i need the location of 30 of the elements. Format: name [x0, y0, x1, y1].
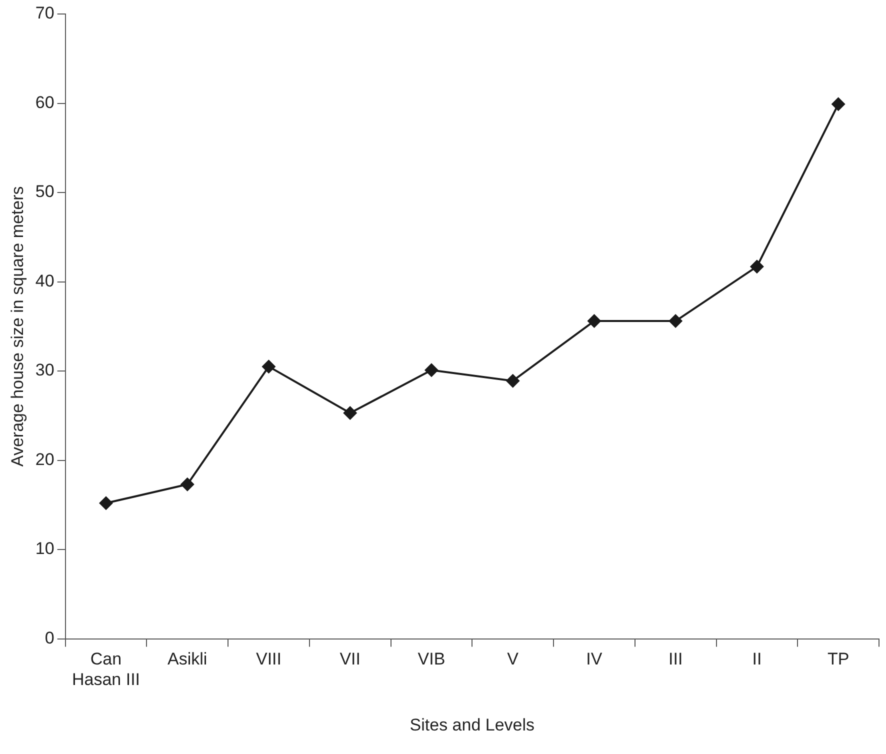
y-tick-label: 20 — [35, 450, 54, 469]
point — [831, 97, 846, 112]
point — [343, 406, 358, 420]
y-tick-label: 70 — [35, 4, 54, 23]
x-tick-label: II — [752, 650, 762, 669]
x-tick-label: VIB — [418, 650, 446, 669]
x-tick-label: VIII — [256, 650, 282, 669]
point — [98, 496, 113, 510]
y-tick-label: 0 — [44, 628, 54, 648]
x-tick-label: V — [507, 650, 520, 669]
x-tick-label: TP — [827, 650, 850, 669]
point — [750, 260, 764, 274]
y-axis-title: Average house size in square meters — [8, 186, 27, 467]
y-tick-label: 30 — [35, 360, 54, 380]
x-tick-label: Asikli — [168, 650, 208, 669]
point — [668, 314, 683, 328]
x-tick-label: III — [668, 650, 683, 669]
x-tick-label: VII — [340, 650, 360, 669]
y-tick-label: 60 — [35, 92, 54, 112]
point — [587, 314, 602, 328]
y-tick-label: 40 — [35, 271, 54, 290]
x-axis-title: Sites and Levels — [410, 715, 535, 734]
point — [262, 360, 276, 374]
point — [180, 477, 194, 492]
x-tick-label: Can Hasan III — [72, 650, 140, 690]
y-tick-label: 10 — [35, 539, 54, 558]
y-tick-label: 50 — [35, 182, 54, 202]
x-tick-label: IV — [586, 650, 603, 669]
point — [424, 363, 438, 378]
point — [506, 374, 520, 388]
